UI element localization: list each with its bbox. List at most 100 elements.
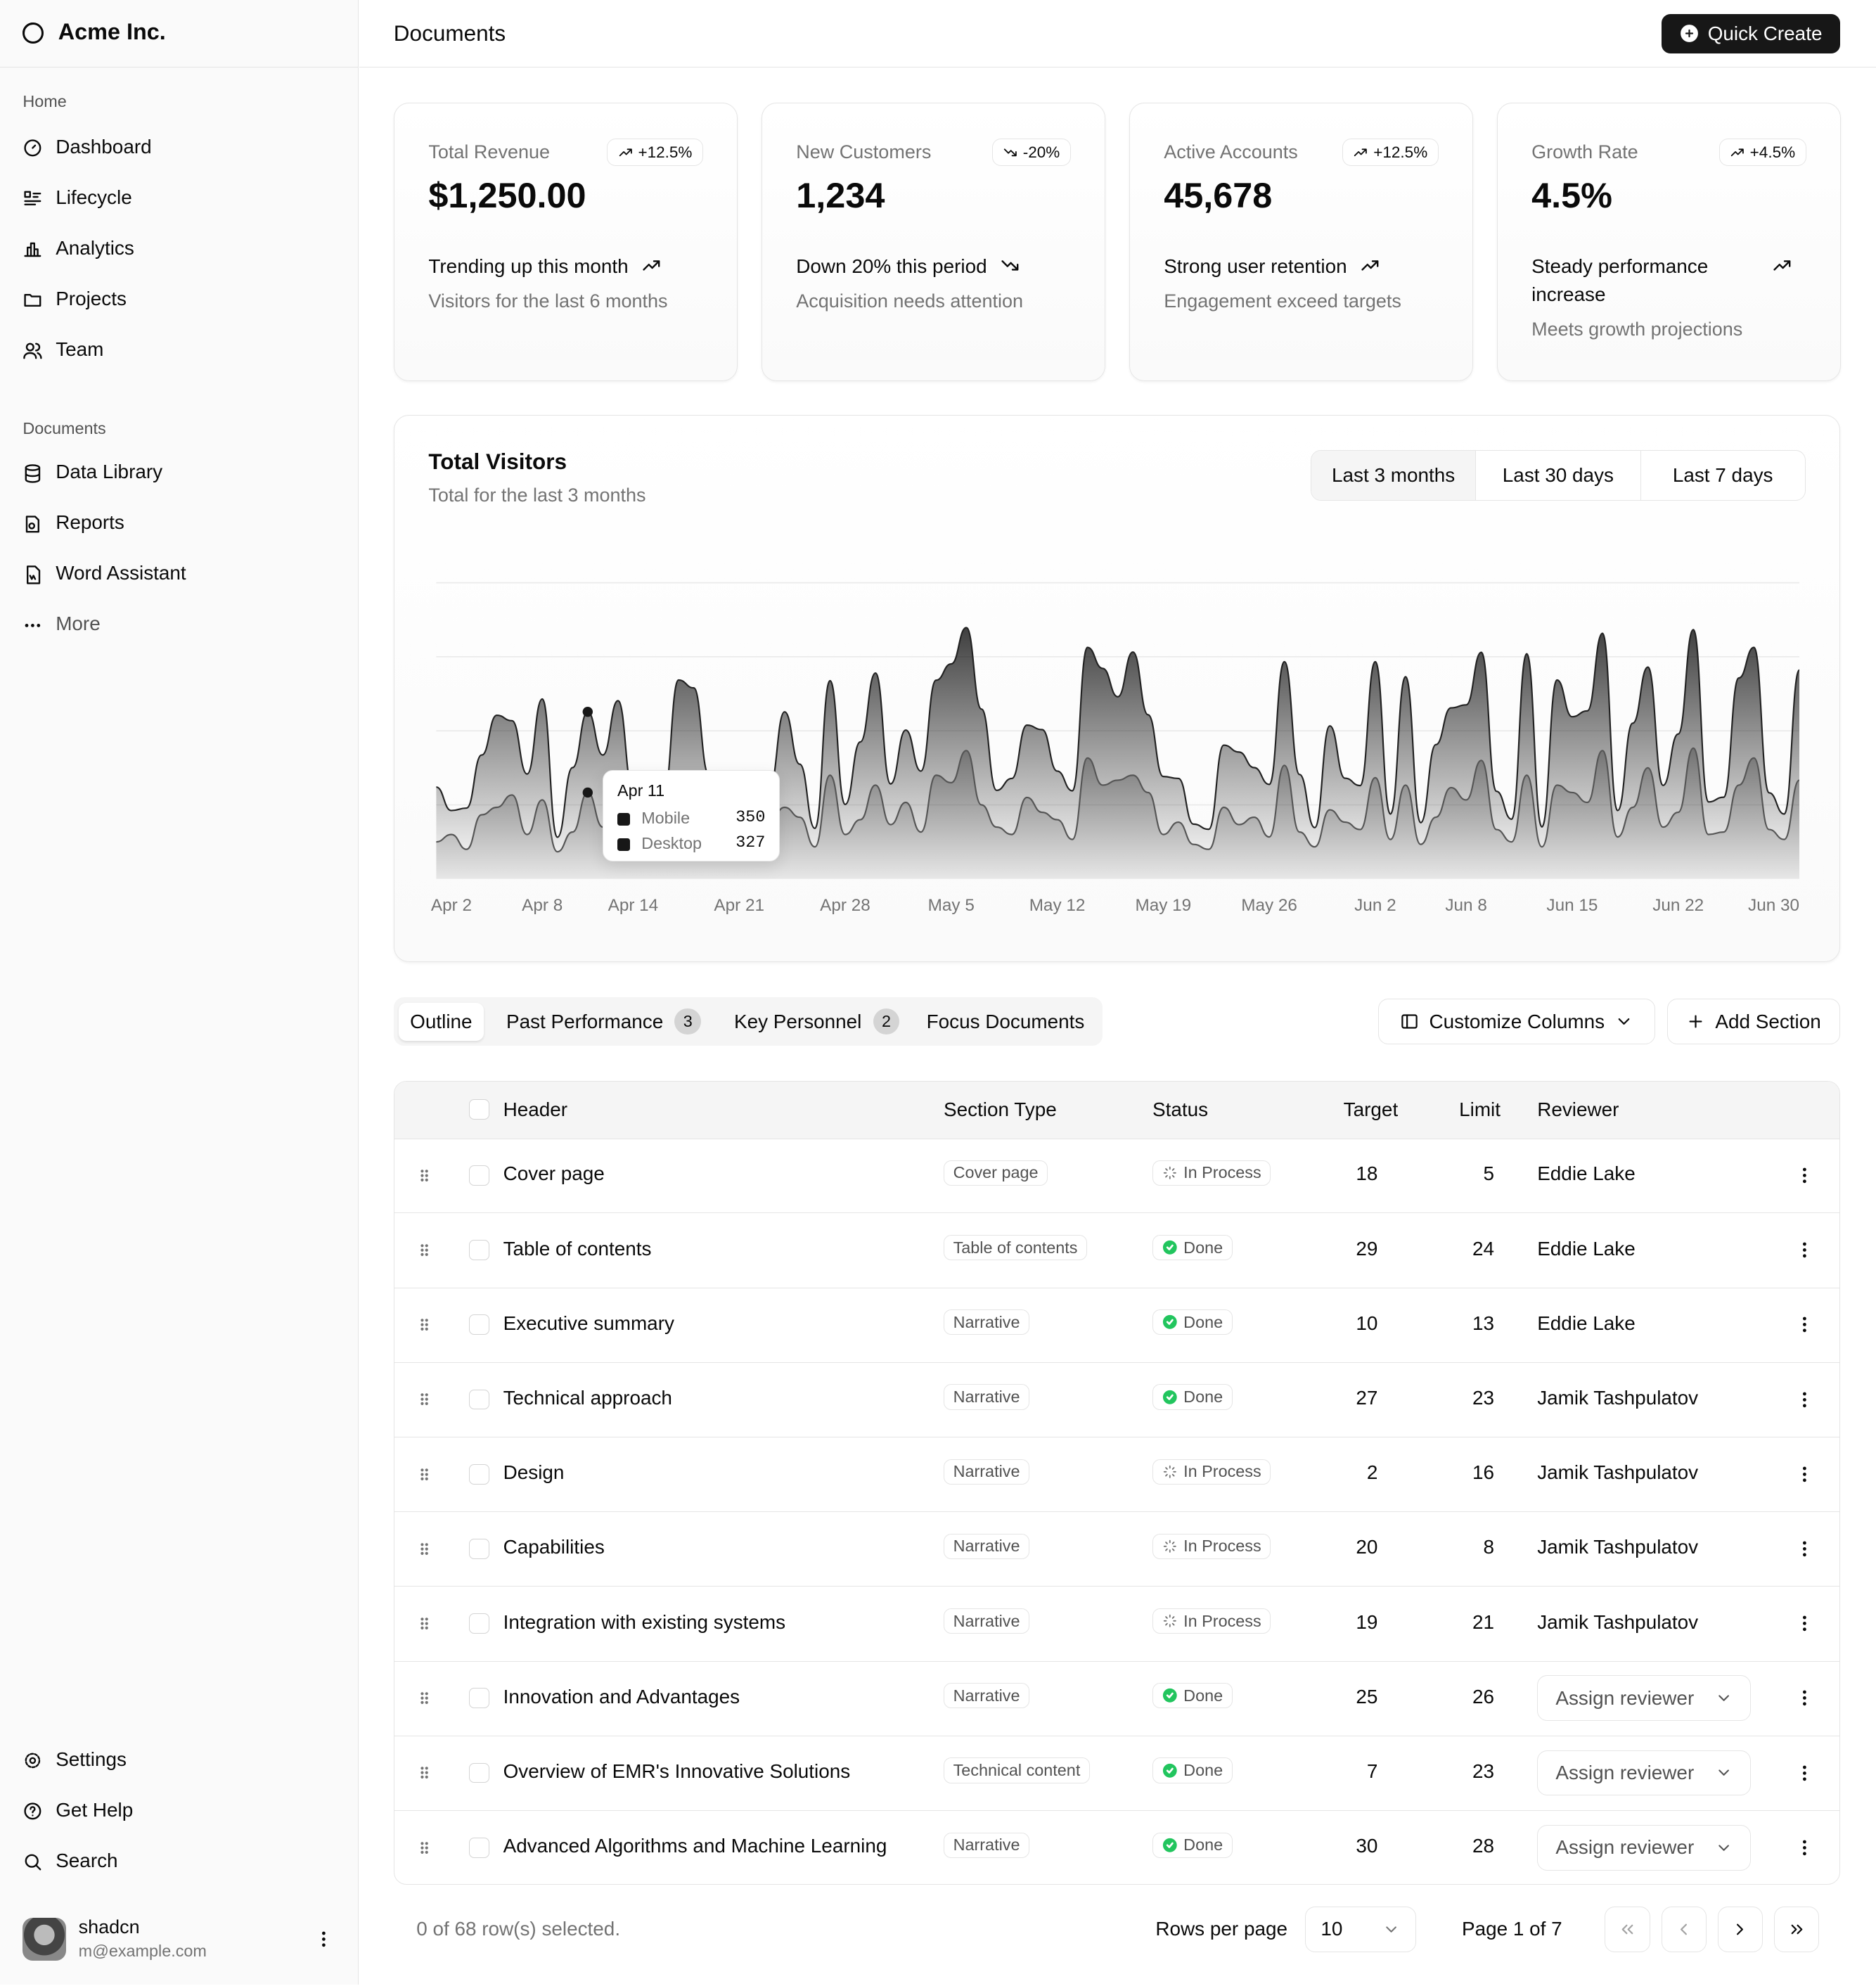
table: Header Section Type Status Target Limit Revie… bbox=[393, 1081, 1841, 1885]
status-text: Done bbox=[1183, 1312, 1223, 1331]
icon-part bbox=[1619, 1018, 1630, 1025]
checkbox[interactable] bbox=[468, 1837, 489, 1858]
nav-item[interactable]: Analytics bbox=[56, 236, 134, 259]
reviewer-select[interactable]: Assign reviewer bbox=[1537, 1824, 1752, 1871]
nav-item[interactable]: Dashboard bbox=[56, 135, 152, 158]
status: Done bbox=[1152, 1309, 1233, 1335]
tab[interactable]: Key Personnel 2 bbox=[723, 1003, 911, 1041]
icon-part bbox=[420, 1776, 424, 1779]
reviewer-select[interactable]: Assign reviewer bbox=[1537, 1675, 1752, 1722]
checkbox[interactable] bbox=[468, 1165, 489, 1186]
nav-item[interactable]: Team bbox=[56, 338, 104, 360]
card-trend: Strong user retention bbox=[1164, 252, 1439, 281]
checkbox[interactable] bbox=[468, 1240, 489, 1260]
icon-part bbox=[24, 139, 41, 157]
nav-item[interactable]: Search bbox=[56, 1849, 118, 1871]
x-tick-label: Jun 30 bbox=[1748, 896, 1799, 915]
icon-part bbox=[425, 1846, 429, 1850]
reviewer-select[interactable]: Assign reviewer bbox=[1537, 1750, 1752, 1796]
tooltip: Apr 11 Mobile 350 Desktop 327 bbox=[603, 770, 780, 861]
icon-part bbox=[425, 1547, 429, 1551]
table-row: Executive summary Narrative Done 10 13 Eddie … bbox=[394, 1288, 1840, 1363]
rows-label: Rows per page bbox=[1155, 1918, 1287, 1940]
column-header: Status bbox=[1152, 1098, 1209, 1120]
icon-part bbox=[1718, 1695, 1729, 1701]
icon bbox=[420, 1244, 429, 1256]
page-button[interactable] bbox=[1605, 1906, 1651, 1952]
x-tick-label: Apr 2 bbox=[431, 896, 472, 915]
table-row: Technical approach Narrative Done 27 23 Jamik… bbox=[394, 1363, 1840, 1437]
checkbox[interactable] bbox=[468, 1688, 489, 1709]
checkbox[interactable] bbox=[468, 1099, 489, 1120]
range-option[interactable]: Last 7 days bbox=[1640, 450, 1805, 500]
icon-part bbox=[1163, 1465, 1176, 1478]
icon bbox=[1681, 1923, 1688, 1935]
cell-header[interactable]: Design bbox=[503, 1461, 565, 1484]
nav-item[interactable]: More bbox=[56, 613, 101, 635]
icon-part bbox=[425, 1327, 429, 1331]
tab[interactable]: Focus Documents bbox=[915, 1003, 1096, 1041]
card-label: New Customers bbox=[796, 141, 932, 162]
cell-header[interactable]: Innovation and Advantages bbox=[503, 1685, 740, 1708]
icon-part bbox=[26, 342, 35, 352]
checkbox[interactable] bbox=[468, 1762, 489, 1783]
nav-item[interactable]: Reports bbox=[56, 511, 124, 534]
table-row: Innovation and Advantages Narrative Done 25… bbox=[394, 1662, 1840, 1736]
cell-header[interactable]: Cover page bbox=[503, 1162, 605, 1185]
cell-header[interactable]: Overview of EMR's Innovative Solutions bbox=[503, 1760, 851, 1782]
checkbox[interactable] bbox=[468, 1463, 489, 1485]
badge-text: +4.5% bbox=[1749, 143, 1796, 161]
stat-card: Active Accounts +12.5% 45,678 Strong user r… bbox=[1129, 102, 1474, 381]
cell-limit: 13 bbox=[1472, 1312, 1494, 1334]
row-menu bbox=[1802, 1242, 1806, 1258]
area-chart: Apr 2 Apr 8 Apr 14 Apr 21 Apr 28 May 5 May 12 M… bbox=[431, 582, 1800, 915]
select-text: 10 bbox=[1321, 1918, 1343, 1940]
x-tick-label: May 12 bbox=[1029, 896, 1085, 915]
checkbox[interactable] bbox=[468, 1613, 489, 1634]
nav-item[interactable]: Projects bbox=[56, 287, 127, 309]
page-button[interactable] bbox=[1661, 1906, 1707, 1952]
page-button[interactable] bbox=[1773, 1906, 1820, 1952]
icon-part bbox=[1802, 1622, 1806, 1625]
range-option[interactable]: Last 30 days bbox=[1475, 450, 1640, 500]
action-button[interactable]: Customize Columns bbox=[1378, 999, 1656, 1044]
action-button[interactable]: Add Section bbox=[1666, 999, 1841, 1044]
status-text: Done bbox=[1183, 1836, 1223, 1854]
cell-header[interactable]: Table of contents bbox=[503, 1237, 652, 1260]
icon bbox=[420, 1319, 429, 1331]
icon-part bbox=[425, 1169, 429, 1173]
icon bbox=[1730, 148, 1744, 156]
button-label: Quick Create bbox=[1707, 22, 1823, 44]
nav-item[interactable]: Settings bbox=[56, 1748, 127, 1770]
nav-item[interactable]: Data Library bbox=[56, 461, 163, 483]
checkbox[interactable] bbox=[468, 1314, 489, 1335]
checkbox[interactable] bbox=[468, 1389, 489, 1410]
rows-select[interactable]: 10 bbox=[1304, 1906, 1417, 1952]
row-menu bbox=[1802, 1466, 1806, 1482]
cell-header[interactable]: Executive summary bbox=[503, 1312, 674, 1334]
table-row: Table of contents Table of contents Done 29… bbox=[394, 1213, 1840, 1288]
nav-item[interactable]: Get Help bbox=[56, 1798, 134, 1821]
icon-part bbox=[1166, 1245, 1174, 1251]
card-trend: Down 20% this period bbox=[796, 252, 1072, 281]
cell-reviewer: Jamik Tashpulatov bbox=[1537, 1610, 1699, 1633]
page-button[interactable] bbox=[1717, 1906, 1763, 1952]
nav-item[interactable]: Word Assistant bbox=[56, 562, 186, 584]
icon-part bbox=[420, 1626, 424, 1629]
icon-part bbox=[420, 1473, 424, 1476]
row-menu bbox=[1802, 1765, 1806, 1781]
icon-part bbox=[1802, 1615, 1806, 1620]
cell-header[interactable]: Technical approach bbox=[503, 1386, 672, 1409]
quick-create[interactable]: Quick Create bbox=[1662, 13, 1841, 53]
icon-part bbox=[425, 1700, 429, 1705]
tab[interactable]: Outline bbox=[398, 1002, 484, 1041]
cell-header[interactable]: Capabilities bbox=[503, 1536, 605, 1558]
nav-item[interactable]: Lifecycle bbox=[56, 186, 132, 208]
cell-header[interactable]: Integration with existing systems bbox=[503, 1610, 786, 1633]
cell-header[interactable]: Advanced Algorithms and Machine Learning bbox=[503, 1835, 887, 1857]
status-text: Done bbox=[1183, 1686, 1223, 1705]
checkbox[interactable] bbox=[468, 1538, 489, 1559]
range-option[interactable]: Last 3 months bbox=[1311, 450, 1476, 500]
column-header: Reviewer bbox=[1537, 1098, 1619, 1120]
tab[interactable]: Past Performance 3 bbox=[495, 1003, 713, 1041]
